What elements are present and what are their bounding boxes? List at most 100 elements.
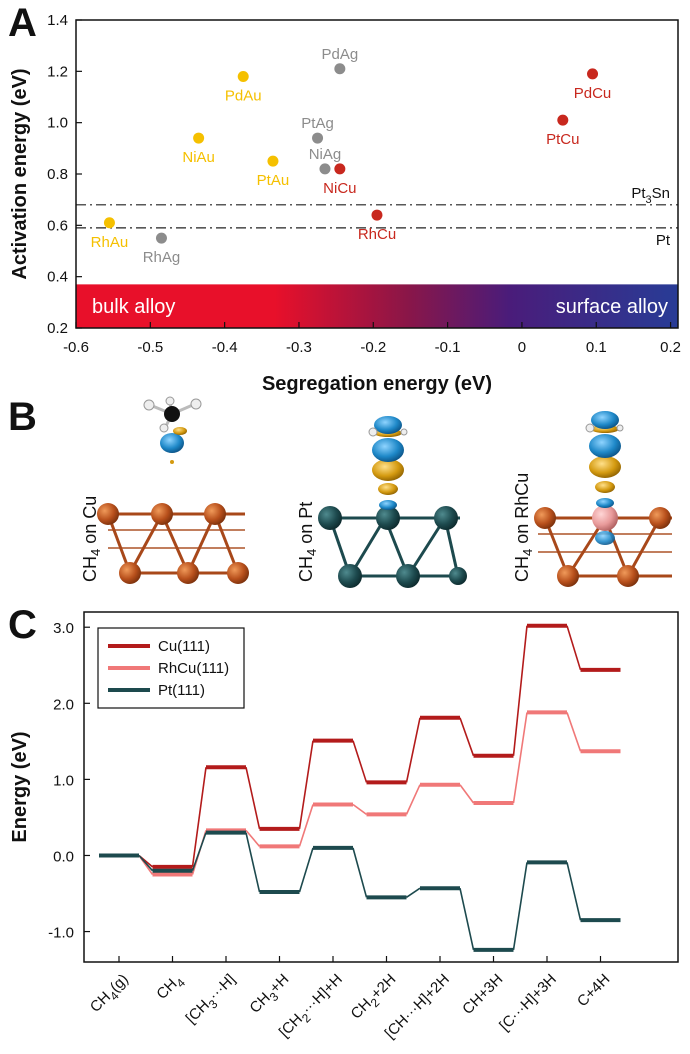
category-label: [CH3···H] — [183, 971, 242, 1030]
panel-a-frame — [75, 19, 679, 329]
point-label-niau: NiAu — [182, 149, 215, 166]
point-label-niag: NiAg — [309, 146, 342, 163]
band-label-surface-alloy: surface alloy — [556, 296, 668, 318]
connector — [298, 847, 314, 893]
y-tick-label: 1.0 — [47, 115, 68, 132]
panel-b-structures: CH4 on Cu — [80, 396, 672, 588]
connector — [405, 717, 421, 783]
connector — [298, 740, 314, 829]
connector — [512, 862, 528, 950]
connector — [352, 803, 367, 816]
connector — [459, 784, 475, 804]
connector — [352, 740, 368, 783]
y-tick-label: 1.0 — [53, 772, 74, 789]
panel-a-scatter: bulk alloy surface alloy Pt3Sn Pt RhAu NiA… — [9, 12, 681, 395]
connector — [138, 854, 154, 872]
rh-atom — [592, 505, 618, 531]
connector — [191, 832, 207, 871]
structure-ch4-on-pt: CH4 on Pt — [296, 416, 467, 588]
orbital-density-rhcu — [585, 411, 624, 545]
connector — [245, 829, 261, 847]
y-tick-label: -1.0 — [48, 925, 74, 942]
connector — [459, 888, 475, 950]
y-tick-label: 0.0 — [53, 848, 74, 865]
category-label: [C···H]+3H — [496, 971, 560, 1035]
scatter-point-niag — [319, 163, 331, 175]
point-label-ptcu: PtCu — [546, 131, 579, 148]
scatter-point-rhcu — [371, 209, 383, 221]
y-tick-label: 1.2 — [47, 63, 68, 80]
reference-line-label: Pt3Sn — [631, 185, 670, 206]
y-tick-label: 0.6 — [47, 217, 68, 234]
x-tick-label: 0.2 — [660, 339, 681, 356]
panel-a-letter: A — [8, 1, 37, 45]
panel-a-x-axis-label: Segregation energy (eV) — [262, 373, 492, 395]
point-label-nicu: NiCu — [323, 180, 356, 197]
point-label-ptau: PtAu — [257, 172, 290, 189]
scatter-point-ptag — [312, 132, 324, 144]
x-tick-label: 0.1 — [586, 339, 607, 356]
x-tick-label: -0.6 — [63, 339, 89, 356]
point-label-rhcu: RhCu — [358, 226, 396, 243]
connector — [191, 767, 207, 867]
caption-ch4-on-cu: CH4 on Cu — [80, 496, 103, 582]
caption-ch4-on-rhcu: CH4 on RhCu — [512, 473, 535, 582]
category-label: C+4H — [574, 971, 613, 1010]
energy-series — [99, 623, 621, 952]
connector — [566, 712, 582, 752]
panel-c-y-axis-label: Energy (eV) — [9, 731, 31, 842]
structure-ch4-on-rhcu: CH4 on RhCu — [512, 411, 672, 587]
point-label-rhag: RhAg — [143, 249, 181, 266]
scatter-point-pdag — [334, 63, 346, 75]
scatter-point-nicu — [334, 163, 346, 175]
y-tick-label: 0.8 — [47, 166, 68, 183]
x-tick-label: -0.2 — [360, 339, 386, 356]
connector — [245, 767, 261, 830]
connector — [298, 804, 314, 847]
panel-a-y-axis-label: Activation energy (eV) — [9, 68, 31, 279]
legend-entry: Cu(111) — [158, 638, 210, 655]
y-tick-label: 3.0 — [53, 620, 74, 637]
y-tick-label: 1.4 — [47, 12, 68, 29]
connector — [566, 625, 582, 671]
y-tick-label: 2.0 — [53, 696, 74, 713]
scatter-point-rhau — [103, 217, 115, 229]
legend-entry: Pt(111) — [158, 682, 205, 699]
cu-atoms — [97, 503, 249, 584]
point-label-pdcu: PdCu — [574, 85, 612, 102]
connector — [566, 862, 582, 921]
connector — [405, 784, 421, 815]
structure-ch4-on-cu: CH4 on Cu — [80, 396, 249, 584]
x-tick-label: -0.4 — [212, 339, 238, 356]
scatter-point-rhag — [155, 232, 167, 244]
series-rhcu111 — [99, 710, 621, 877]
connector — [352, 847, 368, 898]
caption-ch4-on-pt: CH4 on Pt — [296, 502, 319, 582]
orbital-density-pt — [368, 416, 408, 510]
rhcu-atoms — [534, 505, 671, 587]
x-tick-label: -0.1 — [435, 339, 461, 356]
scatter-point-niau — [193, 132, 205, 144]
reference-line-label: Pt — [656, 232, 671, 249]
point-label-ptag: PtAg — [301, 115, 334, 132]
band-label-bulk-alloy: bulk alloy — [92, 296, 175, 318]
y-tick-label: 0.2 — [47, 320, 68, 337]
legend-entry: RhCu(111) — [158, 660, 229, 677]
connector — [512, 712, 528, 804]
scatter-point-pdcu — [587, 68, 599, 80]
point-label-pdag: PdAg — [321, 46, 358, 63]
scatter-point-ptau — [267, 155, 279, 167]
x-tick-label: 0 — [518, 339, 526, 356]
category-label: CH4(g) — [87, 971, 135, 1019]
panel-c-letter: C — [8, 603, 37, 647]
scatter-point-pdau — [237, 70, 249, 82]
x-tick-label: -0.3 — [286, 339, 312, 356]
scatter-point-ptcu — [557, 114, 569, 126]
series-pt111 — [99, 830, 621, 952]
panel-c-frame — [83, 611, 679, 963]
category-label: CH+3H — [459, 971, 506, 1018]
x-tick-label: -0.5 — [137, 339, 163, 356]
pt-atoms — [318, 506, 467, 588]
panel-b-letter: B — [8, 395, 37, 439]
